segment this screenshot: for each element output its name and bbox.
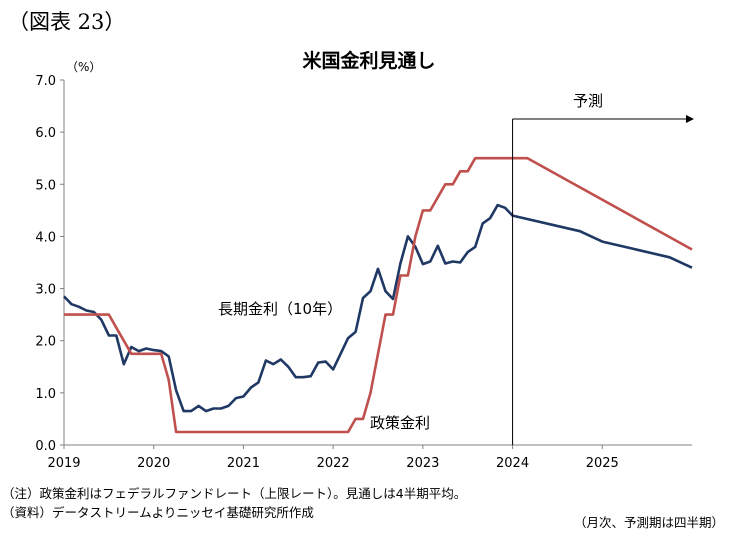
y-tick-label: 7.0 — [35, 74, 56, 89]
y-tick-label: 3.0 — [35, 283, 56, 298]
series-group — [63, 156, 693, 434]
policy-rate-label: 政策金利 — [370, 414, 430, 432]
y-tick-label: 5.0 — [35, 178, 56, 193]
x-tick-label: 2019 — [47, 456, 80, 471]
axes-group: 0.0 1.0 2.0 3.0 4.0 5.0 6.0 7.0 2019 2020 2021 2022… — [35, 74, 692, 471]
frequency-text: （月次、予測期は四半期） — [573, 515, 724, 530]
forecast-arrow-head — [686, 115, 694, 123]
y-tick-label: 4.0 — [35, 230, 56, 245]
long-rate-label: 長期金利（10年） — [218, 300, 342, 318]
y-tick-label: 0.0 — [35, 439, 56, 454]
policy-rate-line — [64, 156, 693, 434]
chart-title: 米国金利見通し — [302, 50, 436, 72]
x-tick-label: 2020 — [137, 456, 170, 471]
x-tick-label: 2024 — [496, 456, 529, 471]
y-tick-label: 1.0 — [35, 387, 56, 402]
y-axis-unit: （%） — [66, 60, 102, 74]
x-tick-label: 2023 — [406, 456, 439, 471]
source-text: （資料）データストリームよりニッセイ基礎研究所作成 — [2, 505, 314, 520]
x-tick-label: 2025 — [586, 456, 619, 471]
long-rate-line — [63, 203, 693, 413]
labels-group: 長期金利（10年） 政策金利 予測 — [218, 92, 694, 445]
figure-label: （図表 23） — [8, 10, 126, 34]
forecast-label: 予測 — [573, 92, 603, 110]
y-tick-label: 2.0 — [35, 335, 56, 350]
x-tick-label: 2021 — [227, 456, 260, 471]
note-text: （注）政策金利はフェデラルファンドレート（上限レート）。見通しは4半期平均。 — [2, 486, 467, 501]
y-tick-label: 6.0 — [35, 126, 56, 141]
x-tick-label: 2022 — [317, 456, 350, 471]
